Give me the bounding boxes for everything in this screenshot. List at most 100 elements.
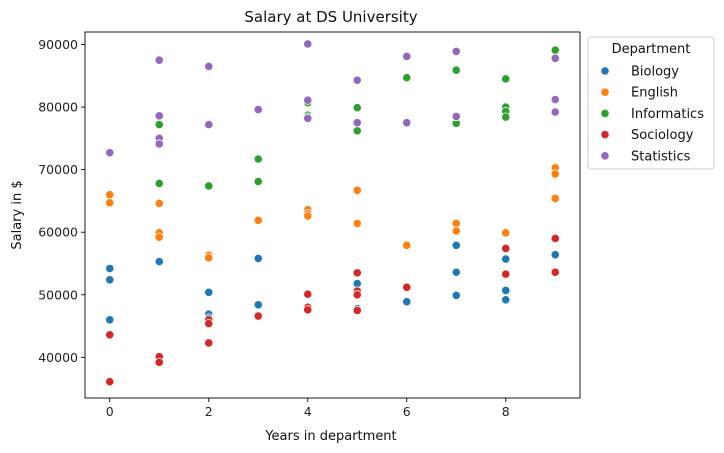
data-point [303, 95, 313, 105]
data-point [154, 257, 164, 267]
data-point [352, 305, 362, 316]
data-point [451, 267, 461, 277]
data-point [352, 126, 362, 136]
data-point [105, 148, 115, 158]
data-point [550, 45, 560, 55]
y-tick-label: 40000 [38, 350, 78, 365]
x-tick-label: 6 [403, 404, 411, 419]
data-point [204, 338, 214, 348]
data-point [550, 193, 560, 204]
series-sociology [105, 233, 560, 387]
data-point [154, 198, 164, 209]
data-point [154, 119, 164, 130]
data-point [402, 73, 412, 83]
data-point [501, 269, 511, 279]
data-point [105, 315, 115, 325]
legend-label: English [631, 86, 678, 101]
data-point [303, 305, 313, 315]
plot-area [84, 31, 581, 399]
legend-marker [600, 108, 610, 119]
data-point [451, 290, 461, 300]
legend-label: Informatics [631, 107, 704, 122]
data-point [451, 111, 461, 122]
data-point [105, 263, 115, 274]
data-point [154, 111, 164, 121]
data-point [105, 377, 115, 387]
data-point [105, 198, 115, 208]
data-point [402, 51, 412, 62]
data-point [402, 240, 412, 250]
data-point [352, 103, 362, 113]
series-informatics [154, 45, 560, 191]
legend-label: Sociology [631, 128, 694, 143]
y-tick-label: 70000 [38, 162, 78, 177]
data-point [253, 253, 263, 264]
axis-ticks: 0 2 4 6 8 40000 50000 60000 70000 80000 90000 [38, 37, 510, 419]
data-point [154, 139, 164, 149]
data-point [204, 287, 214, 297]
y-tick-label: 60000 [38, 225, 78, 240]
data-point [550, 107, 560, 117]
data-point [154, 178, 164, 189]
legend-label: Biology [631, 65, 679, 80]
legend-label: Statistics [631, 149, 691, 164]
data-point [204, 253, 214, 263]
data-point [550, 169, 560, 179]
data-point [105, 330, 115, 340]
series-statistics [105, 39, 560, 158]
legend-marker [600, 87, 610, 97]
series-english [105, 163, 560, 263]
data-point [253, 300, 263, 310]
data-point [550, 53, 560, 63]
x-tick-label: 0 [106, 404, 114, 419]
data-point [204, 181, 214, 191]
y-tick-label: 90000 [38, 37, 78, 52]
series-biology [105, 240, 560, 325]
data-points [105, 39, 560, 387]
data-point [501, 243, 511, 254]
data-point [352, 218, 362, 229]
data-point [253, 215, 263, 225]
data-point [253, 176, 263, 187]
data-point [501, 285, 511, 295]
data-point [154, 232, 164, 242]
data-point [303, 211, 313, 221]
data-point [204, 318, 214, 329]
data-point [204, 61, 214, 72]
chart-title: Salary at DS University [244, 8, 417, 26]
data-point [154, 357, 164, 367]
data-point [451, 65, 461, 75]
y-tick-label: 50000 [38, 287, 78, 302]
data-point [352, 290, 362, 300]
y-axis-label: Salary in $ [10, 180, 25, 249]
data-point [501, 112, 511, 122]
data-point [204, 119, 214, 130]
data-point [501, 74, 511, 84]
legend-title: Department [612, 42, 691, 57]
data-point [550, 233, 560, 244]
data-point [402, 297, 412, 307]
data-point [451, 240, 461, 250]
data-point [253, 104, 263, 115]
x-tick-label: 2 [205, 404, 213, 419]
data-point [451, 226, 461, 236]
legend-box [587, 36, 715, 170]
data-point [550, 94, 560, 105]
data-point [154, 55, 164, 65]
data-point [501, 228, 511, 238]
data-point [402, 282, 412, 292]
data-point [253, 311, 263, 321]
data-point [253, 154, 263, 164]
data-point [303, 39, 313, 49]
legend-marker [600, 66, 610, 76]
data-point [352, 75, 362, 85]
data-point [352, 118, 362, 128]
data-point [501, 254, 511, 264]
data-point [550, 267, 560, 277]
data-point [451, 46, 461, 56]
data-point [402, 118, 412, 128]
data-point [303, 113, 313, 123]
legend: Department Biology English Informatics Soci… [587, 36, 715, 170]
data-point [105, 275, 115, 285]
